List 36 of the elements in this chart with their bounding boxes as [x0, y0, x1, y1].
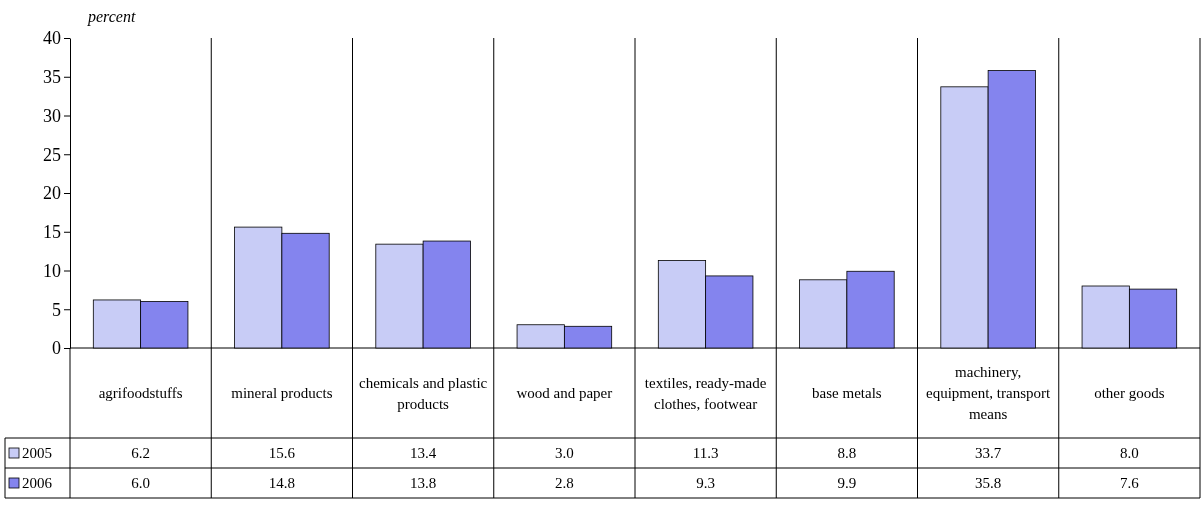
data-label: 8.0 [1120, 445, 1139, 461]
y-tick-label: 40 [43, 28, 61, 49]
data-label: 8.8 [837, 445, 857, 461]
data-label: 13.4 [410, 445, 437, 461]
y-tick-label: 10 [43, 260, 61, 281]
x-tick-label: mineral products [231, 385, 333, 401]
y-tick-label: 30 [43, 105, 61, 126]
data-label: 35.8 [975, 475, 1002, 491]
x-tick-label: agrifoodstuffs [98, 385, 183, 401]
y-tick-label: 35 [43, 67, 61, 88]
y-axis-title: percent [87, 8, 136, 26]
x-tick-label: chemicals and plastic products [358, 374, 488, 412]
data-label: 7.6 [1120, 475, 1140, 491]
x-tick-label: textiles, ready-made clothes, footwear [644, 374, 767, 412]
legend-label: 2005 [22, 445, 52, 461]
x-tick-label: machinery, equipment, transport means [926, 364, 1052, 422]
legend-label: 2006 [22, 475, 53, 491]
y-tick-label: 20 [43, 183, 61, 204]
y-tick-label: 15 [43, 222, 61, 243]
x-tick-label: wood and paper [516, 385, 613, 401]
x-tick-label: base metals [812, 385, 882, 401]
x-tick-label: other goods [1094, 385, 1165, 401]
y-tick-label: 0 [52, 338, 61, 359]
data-label: 9.3 [696, 475, 715, 491]
data-label: 2.8 [555, 475, 574, 491]
data-label: 6.0 [131, 475, 150, 491]
data-label: 33.7 [975, 445, 1002, 461]
data-label: 3.0 [555, 445, 574, 461]
data-label: 11.3 [692, 445, 719, 461]
y-tick-label: 25 [43, 144, 61, 165]
y-tick-label: 5 [52, 299, 61, 320]
data-label: 13.8 [410, 475, 437, 491]
data-label: 9.9 [837, 475, 857, 491]
data-label: 15.6 [268, 445, 296, 461]
data-label: 14.8 [268, 475, 295, 491]
data-label: 6.2 [131, 445, 150, 461]
